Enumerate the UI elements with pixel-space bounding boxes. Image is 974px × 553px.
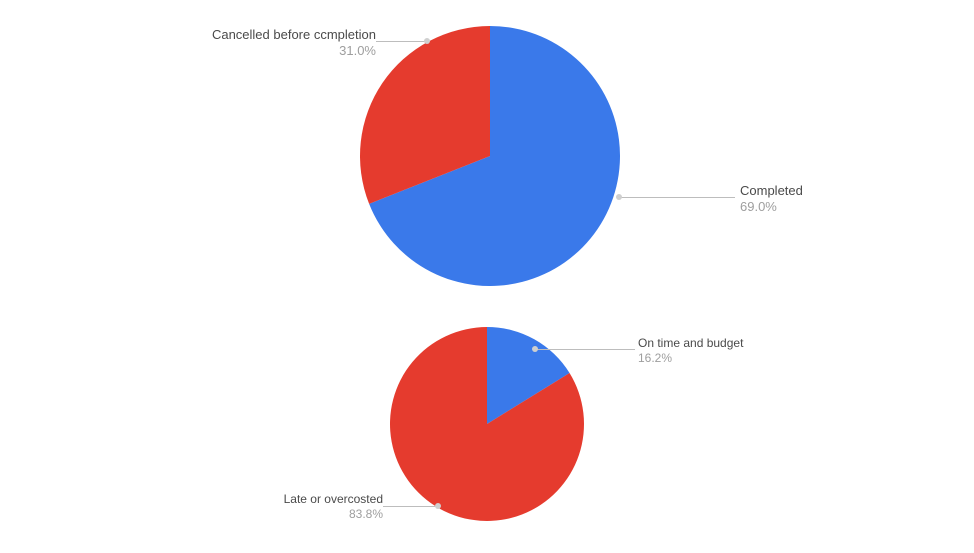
pie-chart-completion: [360, 26, 620, 286]
chart-stage: Completed 69.0% Cancelled before ccmplet…: [0, 0, 974, 553]
leader-dot: [435, 503, 441, 509]
leader-dot: [532, 346, 538, 352]
label-completed: Completed 69.0%: [740, 183, 803, 216]
label-text: Late or overcosted: [253, 492, 383, 507]
leader-line: [376, 41, 426, 42]
leader-line: [621, 197, 735, 198]
leader-dot: [616, 194, 622, 200]
leader-dot: [424, 38, 430, 44]
label-percent: 16.2%: [638, 351, 743, 366]
label-percent: 83.8%: [253, 507, 383, 522]
label-text: Completed: [740, 183, 803, 199]
label-text: Cancelled before ccmpletion: [166, 27, 376, 43]
label-text: On time and budget: [638, 336, 743, 351]
label-percent: 31.0%: [166, 43, 376, 59]
pie-chart-delivery: [390, 327, 584, 521]
leader-line: [383, 506, 437, 507]
leader-line: [536, 349, 635, 350]
label-on-time: On time and budget 16.2%: [638, 336, 743, 366]
label-late: Late or overcosted 83.8%: [253, 492, 383, 522]
label-cancelled: Cancelled before ccmpletion 31.0%: [166, 27, 376, 60]
label-percent: 69.0%: [740, 199, 803, 215]
